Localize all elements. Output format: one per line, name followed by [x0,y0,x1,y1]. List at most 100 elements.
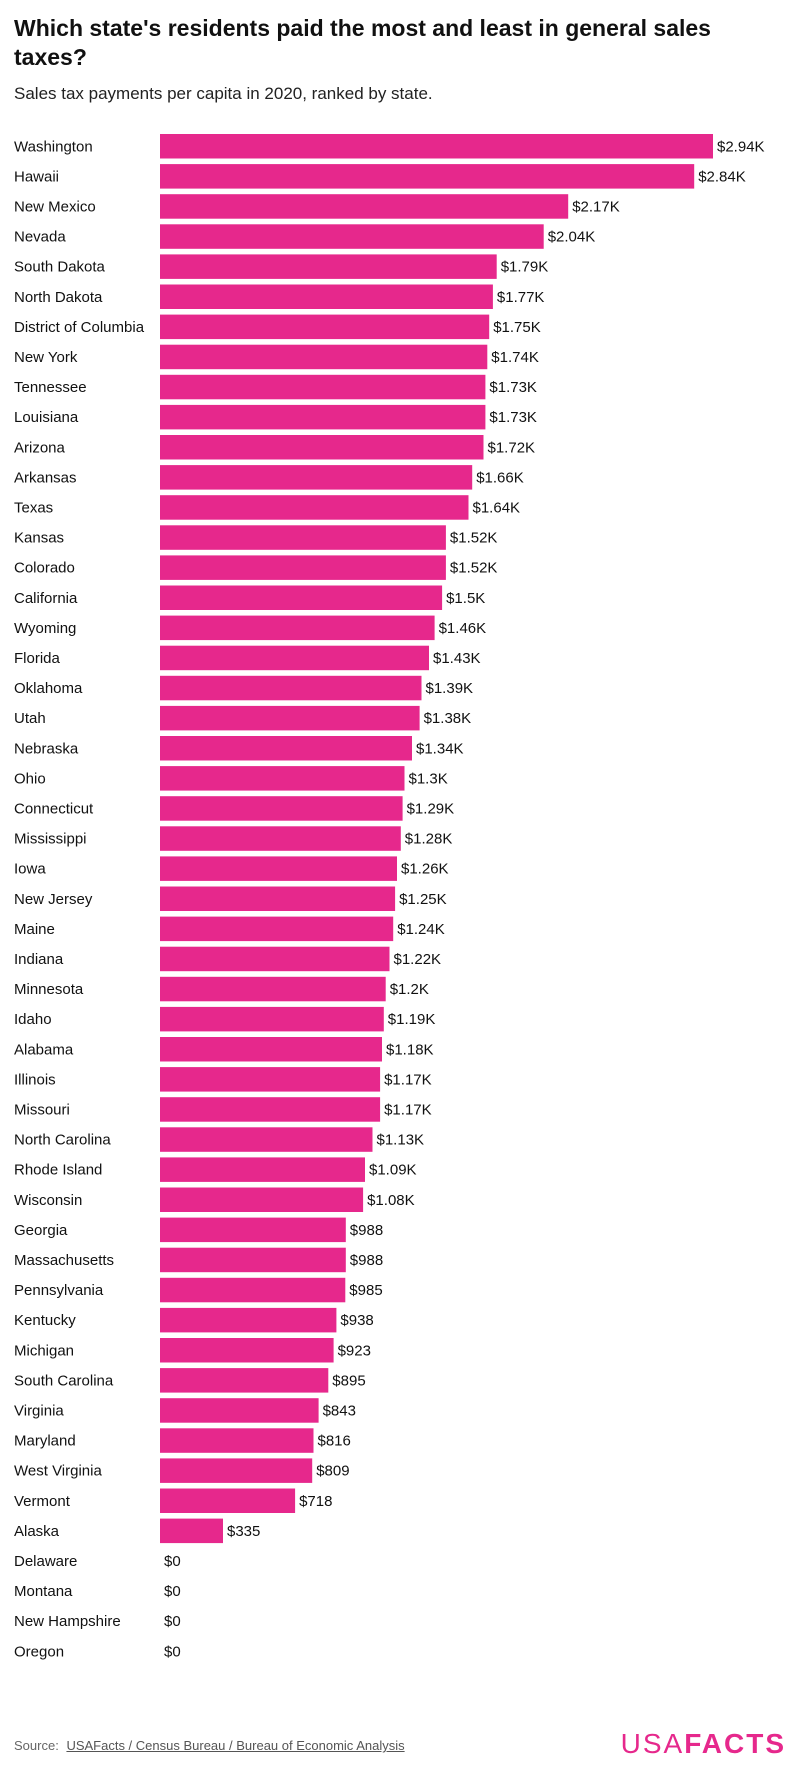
source-link[interactable]: USAFacts / Census Bureau / Bureau of Eco… [66,1738,405,1753]
bar[interactable] [160,1187,364,1213]
value-label: $923 [338,1342,371,1359]
bar[interactable] [160,525,446,550]
bar[interactable] [160,134,713,159]
category-label: Arizona [14,439,66,456]
value-label: $1.28K [405,831,453,848]
bar[interactable] [160,1127,373,1152]
value-label: $2.94K [717,138,765,155]
bar[interactable] [160,585,443,611]
category-label: New York [14,349,78,366]
value-label: $1.29K [407,800,455,817]
value-label: $1.17K [384,1071,432,1088]
value-label: $1.79K [501,259,549,276]
source-footer: Source: USAFacts / Census Bureau / Burea… [14,1738,405,1753]
value-label: $1.22K [394,951,442,968]
bar[interactable] [160,976,386,1002]
category-label: Indiana [14,951,64,968]
value-label: $0 [164,1583,181,1600]
category-label: Oregon [14,1643,64,1660]
bar[interactable] [160,736,412,761]
value-label: $1.73K [489,409,537,426]
bar[interactable] [160,796,403,821]
value-label: $1.43K [433,650,481,667]
category-label: Illinois [14,1071,56,1088]
bar[interactable] [160,1217,346,1243]
category-label: Washington [14,138,93,155]
category-label: Wyoming [14,620,76,637]
bar[interactable] [160,1097,381,1122]
bar[interactable] [160,555,446,580]
bar[interactable] [160,1488,296,1514]
bar[interactable] [160,164,695,189]
bar[interactable] [160,826,401,851]
value-label: $1.52K [450,530,498,547]
logo-part-usa: USA [620,1728,685,1759]
bar[interactable] [160,1006,384,1032]
value-label: $895 [332,1372,365,1389]
bar[interactable] [160,1307,337,1333]
bar[interactable] [160,1518,223,1544]
category-label: Rhode Island [14,1162,102,1179]
bar[interactable] [160,314,490,340]
value-label: $1.39K [426,680,474,697]
bar[interactable] [160,1338,334,1363]
bar[interactable] [160,675,422,701]
value-label: $1.38K [424,710,472,727]
value-label: $2.84K [698,168,746,185]
bar[interactable] [160,1458,313,1483]
value-label: $1.13K [377,1132,425,1149]
category-label: Delaware [14,1553,77,1570]
logo-part-facts: FACTS [684,1728,786,1759]
bar[interactable] [160,194,569,219]
bar[interactable] [160,645,429,671]
bar[interactable] [160,1398,319,1423]
category-label: Wisconsin [14,1192,82,1209]
category-label: Texas [14,499,53,516]
bar[interactable] [160,284,493,310]
value-label: $1.25K [399,891,447,908]
bar[interactable] [160,224,544,249]
category-label: Idaho [14,1011,52,1028]
category-label: Tennessee [14,379,87,396]
bar[interactable] [160,344,488,370]
bar[interactable] [160,495,469,520]
category-label: Utah [14,710,46,727]
value-label: $2.04K [548,229,596,246]
category-label: Alaska [14,1523,60,1540]
value-label: $1.3K [409,770,448,787]
usafacts-logo[interactable]: USAFACTS [621,1728,786,1760]
category-label: Kansas [14,530,64,547]
bar[interactable] [160,1037,382,1062]
bar[interactable] [160,1247,346,1273]
bar[interactable] [160,946,390,972]
bar[interactable] [160,856,397,881]
bar[interactable] [160,465,473,490]
value-label: $335 [227,1523,260,1540]
bar[interactable] [160,254,497,279]
bar[interactable] [160,1067,381,1092]
value-label: $0 [164,1643,181,1660]
bar[interactable] [160,886,396,912]
bar[interactable] [160,374,486,400]
bar[interactable] [160,615,435,641]
bar[interactable] [160,705,420,731]
category-label: Virginia [14,1402,64,1419]
bar[interactable] [160,766,405,791]
bar[interactable] [160,404,486,430]
category-label: Montana [14,1583,73,1600]
bar[interactable] [160,1157,365,1182]
category-label: North Dakota [14,289,103,306]
source-label: Source: [14,1738,59,1753]
bar[interactable] [160,1428,314,1453]
value-label: $1.17K [384,1101,432,1118]
category-label: Pennsylvania [14,1282,104,1299]
category-label: Hawaii [14,168,59,185]
category-label: Florida [14,650,61,667]
bar[interactable] [160,1277,346,1303]
bar[interactable] [160,1368,329,1393]
bar[interactable] [160,435,484,460]
category-label: Nevada [14,229,66,246]
bar[interactable] [160,916,394,942]
category-label: North Carolina [14,1132,111,1149]
chart-title: Which state's residents paid the most an… [14,15,711,70]
